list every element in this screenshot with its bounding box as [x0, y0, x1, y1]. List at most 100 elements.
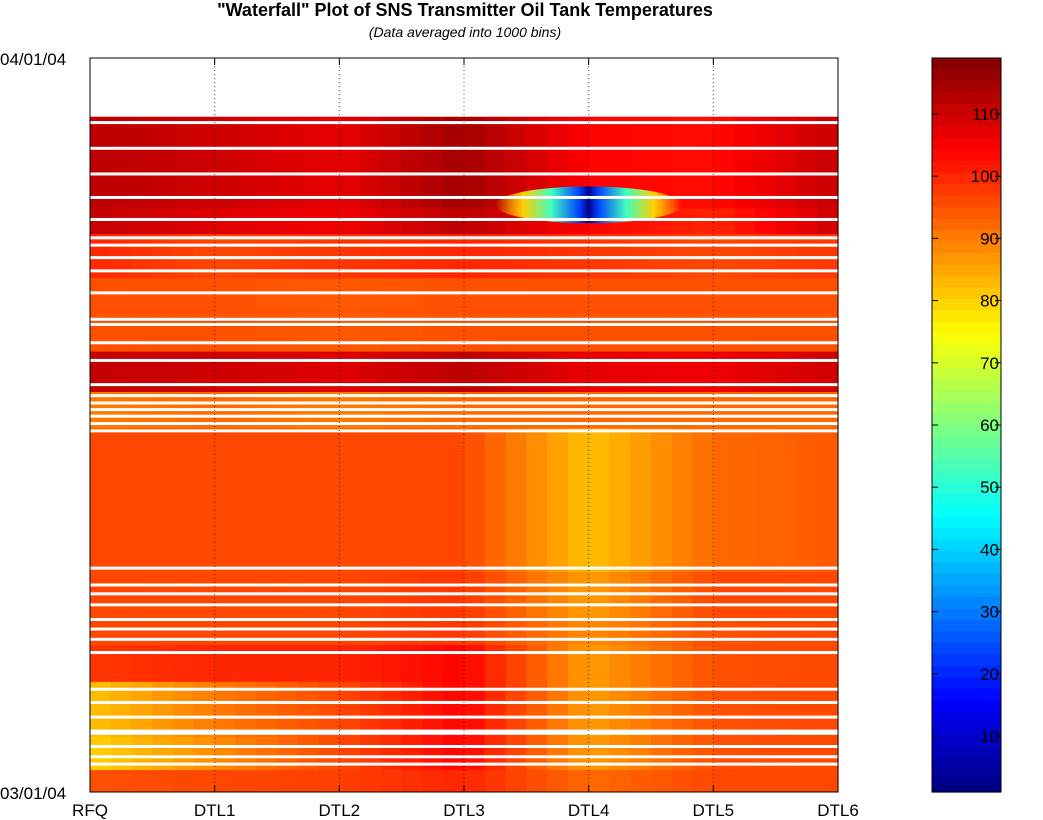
heat-cell — [256, 645, 278, 683]
heat-cell — [173, 351, 195, 393]
heat-cell — [422, 571, 444, 621]
anomaly-region — [495, 186, 683, 224]
colorbar-step — [932, 516, 1001, 529]
data-gap — [90, 383, 838, 387]
heat-cell — [380, 278, 403, 353]
heat-cell — [380, 351, 403, 393]
heat-cell — [671, 208, 694, 235]
heat-cell — [671, 681, 694, 738]
heat-cell — [422, 619, 444, 646]
colorbar-step — [932, 746, 1001, 759]
heat-cell — [651, 278, 673, 353]
heat-cell — [193, 278, 216, 353]
heat-cell — [152, 769, 174, 793]
heat-cell — [401, 116, 424, 209]
heat-cell — [401, 769, 424, 793]
colorbar-step — [932, 69, 1001, 82]
heat-cell — [796, 619, 818, 646]
x-tick-label: DTL5 — [693, 801, 735, 820]
colorbar-step — [932, 769, 1001, 782]
colorbar-step — [932, 459, 1001, 472]
heat-cell — [90, 428, 112, 573]
heat-cell — [360, 428, 382, 573]
heat-cell — [360, 645, 382, 683]
heat-cell — [235, 619, 257, 646]
heat-cell — [173, 619, 195, 646]
heat-cell — [380, 116, 403, 209]
colorbar-step — [932, 780, 1001, 793]
heat-cell — [297, 278, 320, 353]
heat-cell — [152, 116, 174, 209]
colorbar-tick-label: 50 — [980, 478, 999, 497]
heat-cell — [277, 619, 299, 646]
heat-cell — [318, 428, 340, 573]
heat-cell — [547, 769, 569, 793]
heat-cell — [775, 116, 798, 209]
heat-cell — [90, 208, 112, 235]
data-gap — [90, 322, 838, 326]
heat-cell — [817, 428, 839, 573]
colorbar: 10 20 30 40 50 60 70 80 90 100 110 — [931, 57, 1002, 793]
heat-cell — [277, 116, 299, 209]
heat-cell — [339, 769, 361, 793]
heat-cell — [817, 571, 839, 621]
heat-cell — [547, 619, 569, 646]
heatmap-area — [90, 116, 839, 793]
heat-cell — [484, 116, 507, 209]
heat-cell — [796, 116, 818, 209]
heat-cell — [110, 681, 133, 738]
data-gap — [90, 755, 838, 759]
heat-cell — [609, 351, 631, 393]
colorbar-tick-label: 40 — [980, 540, 999, 559]
colorbar-step — [932, 505, 1001, 518]
heat-cell — [110, 208, 133, 235]
heat-cell — [796, 428, 818, 573]
heat-cell — [651, 571, 673, 621]
heat-cell — [630, 619, 652, 646]
heat-cell — [422, 116, 444, 209]
colorbar-step — [932, 436, 1001, 449]
colorbar-step — [932, 597, 1001, 610]
heat-cell — [630, 571, 652, 621]
heat-cell — [630, 769, 652, 793]
heat-cell — [484, 571, 507, 621]
heat-cell — [775, 645, 798, 683]
heat-cell — [796, 351, 818, 393]
colorbar-step — [932, 344, 1001, 357]
heat-cell — [630, 278, 652, 353]
heat-cell — [817, 208, 839, 235]
heat-cell — [90, 116, 112, 209]
heat-cell — [297, 619, 320, 646]
heat-cell — [235, 208, 257, 235]
heat-cell — [131, 116, 153, 209]
heat-cell — [110, 116, 133, 209]
heat-cell — [297, 208, 320, 235]
heat-cell — [713, 208, 735, 235]
heat-cell — [443, 208, 465, 235]
heat-cell — [214, 351, 237, 393]
heat-cell — [131, 571, 153, 621]
heat-cell — [671, 116, 694, 209]
data-gap — [90, 236, 838, 240]
heat-cell — [713, 681, 735, 738]
heat-cell — [131, 645, 153, 683]
heat-cell — [401, 619, 424, 646]
heat-cell — [256, 769, 278, 793]
colorbar-step — [932, 413, 1001, 426]
y-bottom-label: 03/01/04 — [0, 784, 66, 803]
heat-cell — [464, 278, 486, 353]
heat-cell — [401, 278, 424, 353]
data-gap — [90, 414, 838, 418]
heat-cell — [173, 571, 195, 621]
heat-cell — [443, 428, 465, 573]
heat-cell — [297, 351, 320, 393]
colorbar-tick-label: 70 — [980, 354, 999, 373]
heat-cell — [277, 278, 299, 353]
heat-cell — [817, 681, 839, 738]
colorbar-step — [932, 700, 1001, 713]
heat-cell — [754, 428, 777, 573]
heat-cell — [360, 769, 382, 793]
heat-cell — [505, 769, 527, 793]
heat-cell — [817, 351, 839, 393]
heat-cell — [422, 428, 444, 573]
